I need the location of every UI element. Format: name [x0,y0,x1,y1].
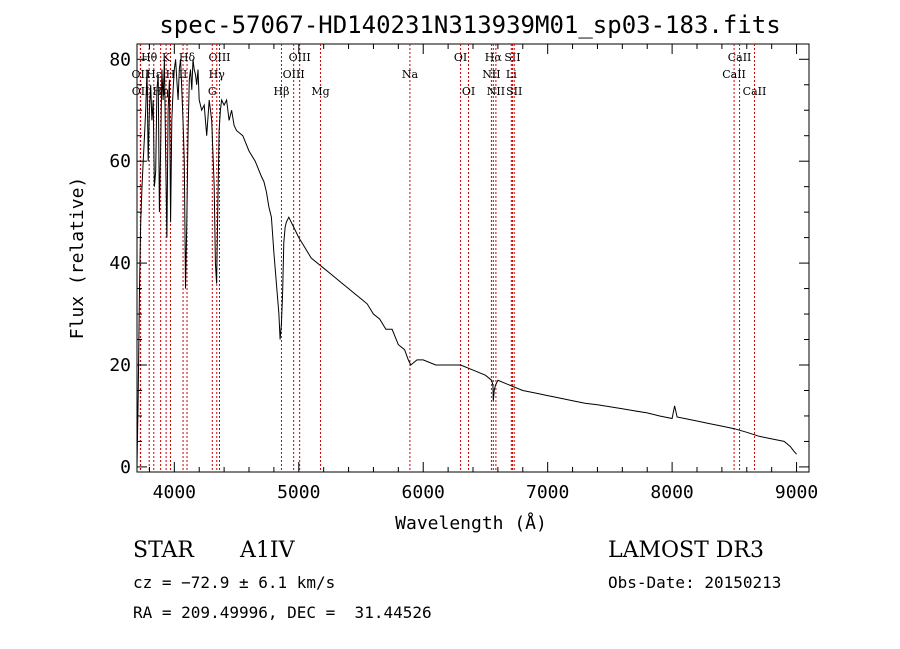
spectral-line-label: CaII [722,68,746,81]
x-tick-label: 7000 [526,482,569,503]
spectral-line-label: H [166,68,176,81]
spectral-line-label: CaII [728,51,752,64]
plot-frame [136,43,810,473]
spectral-line-label: NII [487,85,505,98]
spectral-line-label: Mg [311,85,329,98]
sky-coordinates: RA = 209.49996, DEC = 31.44526 [133,603,432,622]
spectral-line-label: K [162,51,171,64]
survey-name: LAMOST DR3 [608,538,764,563]
spectral-line-label: OI [454,51,467,64]
object-subclass: A1IV [240,538,295,563]
spectral-line-label: OIII [289,51,311,64]
spectral-line-label: CaII [743,85,767,98]
x-tick-label: 4000 [153,482,196,503]
x-tick-label: 9000 [775,482,818,503]
spectrum-line [136,59,797,467]
spectral-line-label: OII [132,85,150,98]
redshift-velocity: cz = −72.9 ± 6.1 km/s [133,573,336,592]
chart-title: spec-57067-HD140231N313939M01_sp03-183.f… [159,11,780,39]
spectral-line-label: Hγ [209,68,226,81]
y-tick-label: 0 [120,457,131,478]
x-axis-label: Wavelength (Å) [395,512,547,534]
spectral-line-label: Hα [485,51,503,64]
x-tick-label: 6000 [402,482,445,503]
spectral-line-label: Li [506,68,517,81]
y-tick-label: 40 [109,253,131,274]
object-class: STAR [133,538,194,563]
spectral-line-label: OI [462,85,475,98]
x-tick-label: 5000 [277,482,320,503]
spectral-line-label: SII [504,51,520,64]
spectral-line-label: Hθ [141,51,158,64]
spectral-line-label: Hε [146,68,162,81]
spectral-line-label: OIII [208,51,230,64]
observation-date: Obs-Date: 20150213 [608,573,782,592]
x-tick-label: 8000 [650,482,693,503]
spectral-line-label: Hβ [274,85,290,98]
y-tick-label: 80 [109,49,131,70]
spectral-line-label: NII [482,68,500,81]
y-axis-label: Flux (relative) [67,177,88,340]
spectral-line-label: II [179,68,188,81]
axis-ticks: 4000 5000 6000 7000 8000 9000 0 20 40 60 80 [109,44,818,503]
spectral-line-label: G [208,85,217,98]
spectral-line-label: OIII [283,68,305,81]
spectral-line-label: OII [132,68,150,81]
spectral-line-label: Na [402,68,419,81]
y-tick-label: 60 [109,151,131,172]
y-tick-label: 20 [109,355,131,376]
spectral-line-label: SII [506,85,522,98]
